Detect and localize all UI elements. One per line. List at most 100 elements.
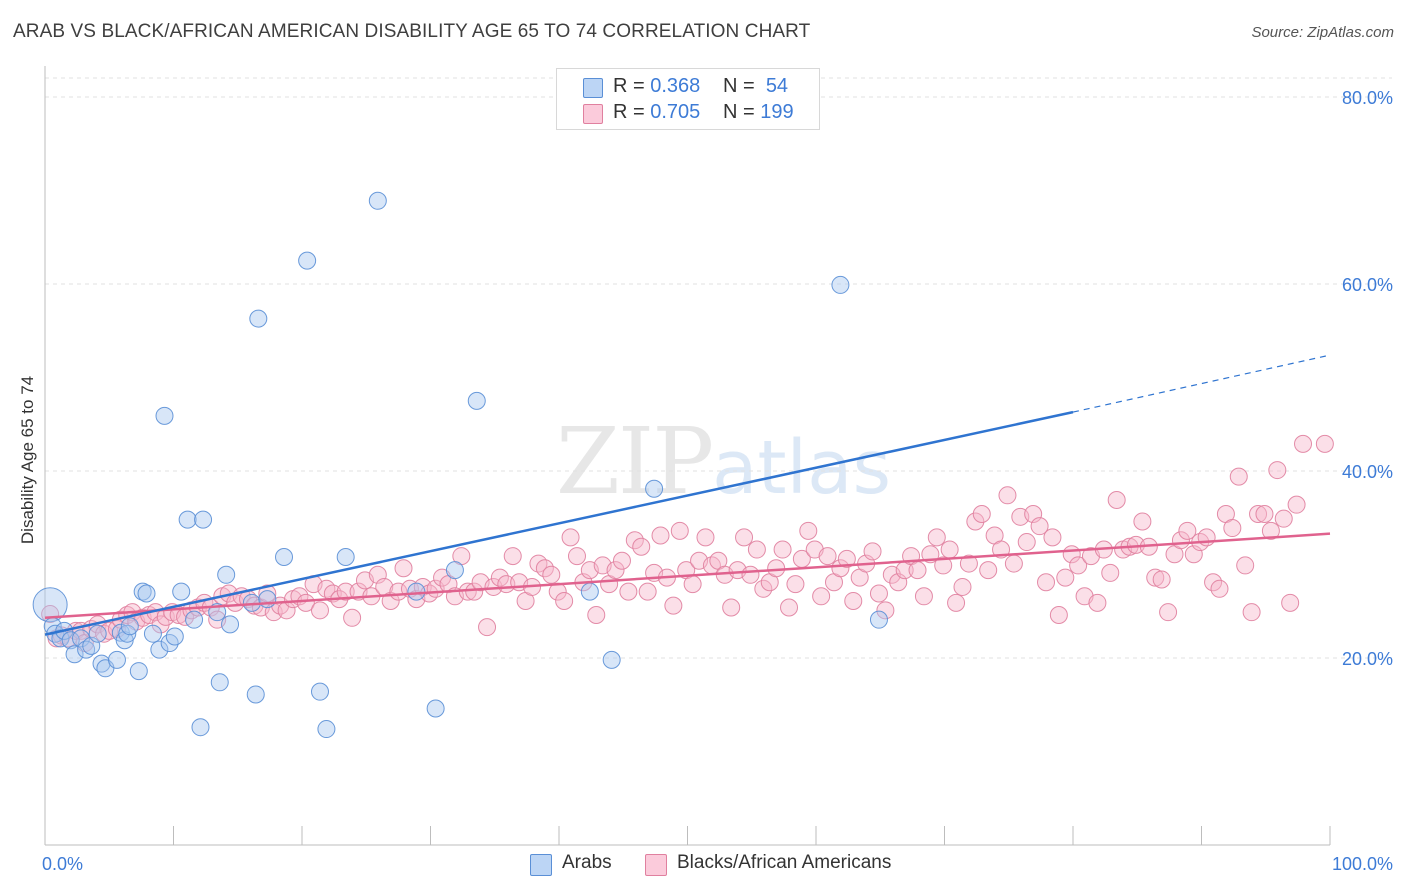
data-point-blacks — [953, 577, 972, 596]
data-point-blacks — [503, 547, 522, 566]
data-point-blacks — [837, 549, 856, 568]
data-point-blacks — [465, 582, 484, 601]
data-point-arabs — [217, 565, 236, 584]
data-point-blacks — [1043, 528, 1062, 547]
data-point-blacks — [535, 559, 554, 578]
data-point-blacks — [812, 587, 831, 606]
watermark-atlas: atlas — [712, 425, 891, 511]
data-point-blacks — [587, 605, 606, 624]
data-point-blacks — [619, 582, 638, 601]
data-point-blacks — [863, 542, 882, 561]
legend-n-value: 199 — [760, 101, 794, 123]
source-label: Source: ZipAtlas.com — [1251, 24, 1394, 41]
data-point-blacks — [998, 486, 1017, 505]
data-point-arabs — [275, 548, 294, 567]
data-point-blacks — [722, 598, 741, 617]
data-point-blacks — [972, 505, 991, 524]
data-point-blacks — [1030, 517, 1049, 536]
data-point-arabs — [120, 617, 139, 636]
data-point-blacks — [1146, 568, 1165, 587]
data-point-blacks — [381, 591, 400, 610]
data-point-blacks — [394, 559, 413, 578]
trendline-blacks — [44, 532, 1331, 620]
data-point-blacks — [632, 537, 651, 556]
data-point-arabs — [65, 645, 84, 664]
data-point-blacks — [773, 540, 792, 559]
data-point-blacks — [670, 521, 689, 540]
data-point-arabs — [172, 582, 191, 601]
data-point-blacks — [1255, 505, 1274, 524]
data-point-blacks — [1281, 593, 1300, 612]
data-point-blacks — [754, 579, 773, 598]
y-tick-label: 20.0% — [1342, 649, 1393, 669]
legend-swatch-blacks — [583, 104, 603, 124]
data-point-arabs — [71, 629, 90, 648]
data-point-arabs — [368, 191, 387, 210]
data-point-blacks — [844, 591, 863, 610]
data-point-arabs — [221, 615, 240, 634]
data-point-blacks — [1049, 605, 1068, 624]
data-point-arabs — [143, 624, 162, 643]
data-point-arabs — [107, 650, 126, 669]
data-point-blacks — [1294, 434, 1313, 453]
data-point-arabs — [317, 720, 336, 739]
data-point-blacks — [1101, 563, 1120, 582]
data-point-arabs — [298, 251, 317, 270]
chart-title: ARAB VS BLACK/AFRICAN AMERICAN DISABILIT… — [13, 21, 811, 42]
data-point-arabs — [831, 275, 850, 294]
legend-r-value: 0.368 — [650, 75, 701, 97]
legend-n-label: N = — [723, 75, 755, 97]
data-point-blacks — [966, 512, 985, 531]
data-point-blacks — [529, 554, 548, 573]
data-point-blacks — [1107, 490, 1126, 509]
data-point-arabs — [249, 309, 268, 328]
data-point-blacks — [1261, 521, 1280, 540]
data-point-arabs — [426, 699, 445, 718]
data-point-blacks — [869, 584, 888, 603]
data-point-blacks — [1056, 568, 1075, 587]
series-swatch-blacks — [645, 854, 667, 876]
data-point-blacks — [1274, 509, 1293, 528]
data-point-arabs — [178, 510, 197, 529]
trendline-arabs-extension — [1072, 354, 1331, 413]
data-point-arabs — [467, 391, 486, 410]
data-point-blacks — [1159, 603, 1178, 622]
data-point-blacks — [747, 540, 766, 559]
data-point-blacks — [1152, 570, 1171, 589]
data-point-blacks — [741, 565, 760, 584]
data-point-blacks — [818, 547, 837, 566]
data-point-arabs — [445, 561, 464, 580]
data-point-blacks — [767, 559, 786, 578]
data-point-blacks — [831, 559, 850, 578]
legend-r-label: R = — [613, 75, 645, 97]
data-point-blacks — [561, 528, 580, 547]
data-point-blacks — [567, 547, 586, 566]
data-point-blacks — [1268, 461, 1287, 480]
data-point-blacks — [1088, 593, 1107, 612]
data-point-arabs — [869, 610, 888, 629]
data-point-blacks — [478, 618, 497, 637]
data-point-blacks — [1210, 579, 1229, 598]
data-point-arabs — [150, 640, 169, 659]
legend-n-value: 54 — [765, 75, 789, 97]
data-point-blacks — [1069, 556, 1088, 575]
data-point-blacks — [876, 601, 895, 620]
data-point-blacks — [934, 556, 953, 575]
data-point-blacks — [1004, 554, 1023, 573]
data-point-arabs — [194, 510, 213, 529]
data-point-blacks — [914, 587, 933, 606]
data-point-blacks — [1242, 603, 1261, 622]
series-label-arabs: Arabs — [562, 852, 612, 873]
data-point-arabs — [185, 610, 204, 629]
data-point-arabs — [155, 406, 174, 425]
data-point-blacks — [696, 528, 715, 547]
data-point-blacks — [310, 601, 329, 620]
data-point-arabs — [336, 548, 355, 567]
data-point-blacks — [1315, 434, 1334, 453]
watermark-zip: ZIP — [556, 408, 714, 515]
correlation-legend: R = 0.368 N = 54 R = 0.705 N = 199 — [556, 68, 820, 130]
data-point-blacks — [100, 621, 119, 640]
series-swatch-arabs — [530, 854, 552, 876]
data-point-arabs — [137, 584, 156, 603]
data-point-blacks — [606, 561, 625, 580]
